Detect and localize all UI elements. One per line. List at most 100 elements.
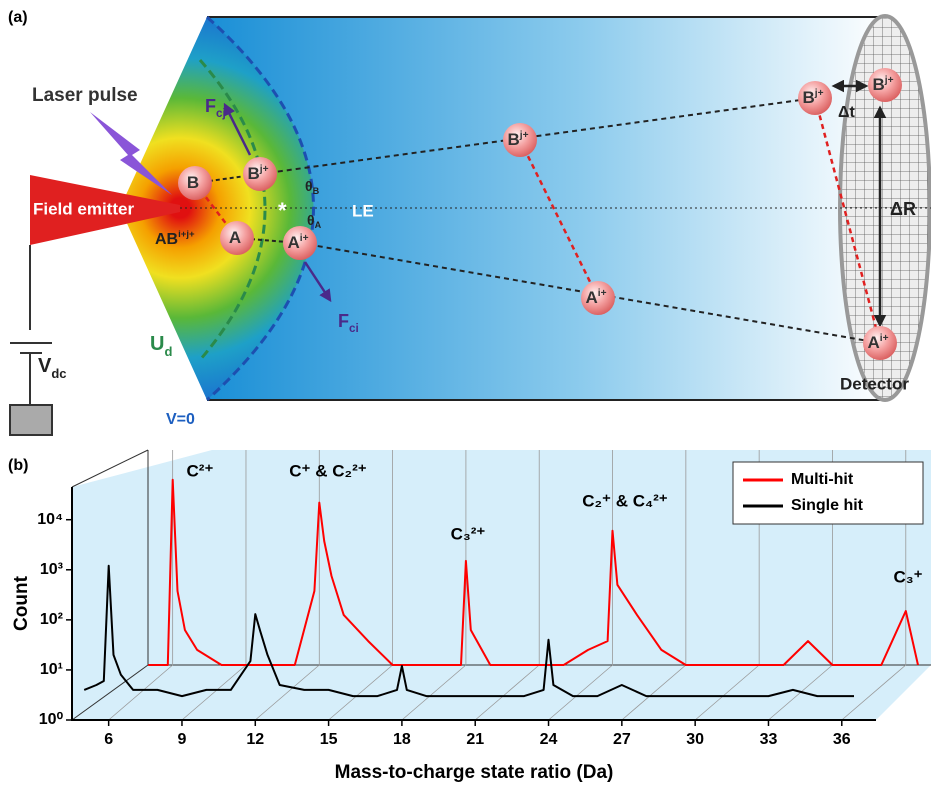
- grid-line: [841, 664, 907, 721]
- label: Ud: [150, 333, 172, 359]
- y-tick-label: 10³: [40, 561, 63, 578]
- series-line: [83, 564, 854, 698]
- force-arrow: [303, 261, 332, 303]
- trajectory: [259, 97, 881, 344]
- label: θB: [305, 178, 320, 197]
- ion: [243, 157, 277, 191]
- ion: [503, 123, 537, 157]
- panel-a: * (a) Laser pulse Field emitter LE V=0 Δ…: [8, 9, 931, 436]
- panel-label: (a): [8, 9, 28, 26]
- grid-line: [181, 664, 247, 721]
- label-base: B: [872, 75, 884, 94]
- x-tick-label: 30: [686, 731, 704, 748]
- x-tick-label: 36: [833, 731, 851, 748]
- label-sub: d: [164, 344, 172, 359]
- label-base: A: [585, 288, 597, 307]
- label-base: AB: [155, 231, 178, 248]
- grid-line: [108, 664, 173, 721]
- y-tick-label: 10⁰: [39, 711, 64, 728]
- y-axis-label: Count: [11, 575, 32, 631]
- annotation: C⁺ & C₂²⁺: [289, 461, 366, 480]
- legend-label: Multi-hit: [791, 471, 854, 488]
- grid-line: [401, 664, 467, 721]
- label: Vdc: [38, 355, 67, 381]
- x-tick-label: 6: [104, 731, 113, 748]
- le-label: LE: [352, 201, 374, 220]
- x-tick-label: 27: [613, 731, 631, 748]
- x-tick-label: 18: [393, 731, 411, 748]
- ion: [178, 166, 212, 200]
- annotation: C₃⁺: [893, 567, 922, 586]
- label: Bj+: [802, 88, 823, 107]
- label-base: B: [802, 88, 814, 107]
- x-tick-label: 33: [760, 731, 778, 748]
- legend-label: Single hit: [791, 497, 864, 514]
- label: Ai+: [867, 333, 888, 352]
- label-sub: B: [313, 186, 320, 196]
- detector-label: Detector: [840, 374, 909, 393]
- label: θA: [307, 212, 322, 231]
- label-base: F: [338, 311, 349, 331]
- label-base: B: [507, 130, 519, 149]
- x-tick-label: 12: [246, 731, 264, 748]
- label-sup: j+: [259, 164, 269, 175]
- label: B: [187, 173, 199, 192]
- label: ABi+j+: [155, 229, 195, 248]
- label: Bj+: [507, 130, 528, 149]
- label-base: θ: [305, 178, 313, 194]
- x-tick-label: 15: [320, 731, 338, 748]
- x-tick-label: 9: [178, 731, 187, 748]
- grid-line: [621, 664, 687, 721]
- label-base: θ: [307, 212, 315, 228]
- y-tick-label: 10⁴: [37, 511, 63, 528]
- label-base: B: [247, 164, 259, 183]
- star: *: [278, 198, 287, 223]
- label-sub: cj: [216, 107, 226, 120]
- label: Bj+: [247, 164, 268, 183]
- ion: [798, 81, 832, 115]
- x-tick-label: 24: [540, 731, 558, 748]
- label-base: F: [205, 96, 216, 116]
- grid-line: [474, 664, 540, 721]
- series-line: [148, 478, 919, 666]
- grid-line: [328, 664, 393, 721]
- panel-b: (b) 6 9 12 15 18 21 24 27 30 33 36 10⁰ 10¹ 10² 10³ 10⁴ Ma…: [8, 449, 931, 783]
- x-tick-label: 21: [466, 731, 484, 748]
- panel-label: (b): [8, 457, 28, 474]
- axes: [71, 487, 876, 721]
- back-plane: [72, 450, 931, 720]
- label: A: [229, 228, 241, 247]
- label-sup: i+j+: [178, 229, 195, 240]
- grid-line: [255, 664, 320, 721]
- label-sup: i+: [598, 288, 607, 299]
- x-axis-label: Mass-to-charge state ratio (Da): [335, 762, 614, 783]
- annotation: C²⁺: [187, 461, 214, 480]
- label-sup: j+: [814, 88, 824, 99]
- zero-label: V=0: [166, 411, 195, 428]
- y-tick-label: 10¹: [40, 661, 63, 678]
- field-emitter: [30, 175, 180, 245]
- label-sub: A: [315, 220, 322, 230]
- label-sup: j+: [519, 130, 529, 141]
- ion: [863, 326, 897, 360]
- circuit: [9, 245, 53, 436]
- ion: [868, 68, 902, 102]
- label-base: B: [187, 173, 199, 192]
- label: Fcj: [205, 96, 226, 120]
- legend-box: [732, 461, 924, 525]
- depth-edge: [71, 449, 149, 721]
- label-sup: i+: [880, 333, 889, 344]
- label-sub: ci: [349, 322, 359, 335]
- label: Fci: [338, 311, 359, 335]
- label-sup: j+: [884, 75, 894, 86]
- ion: [220, 221, 254, 255]
- label: Ai+: [287, 233, 308, 252]
- ion: [283, 226, 317, 260]
- y-tick-label: 10²: [40, 611, 63, 628]
- emitter-label: Field emitter: [33, 199, 134, 218]
- grid-line: [548, 664, 613, 721]
- label-base: U: [150, 333, 164, 355]
- laser-label: Laser pulse: [32, 85, 138, 106]
- ion: [581, 281, 615, 315]
